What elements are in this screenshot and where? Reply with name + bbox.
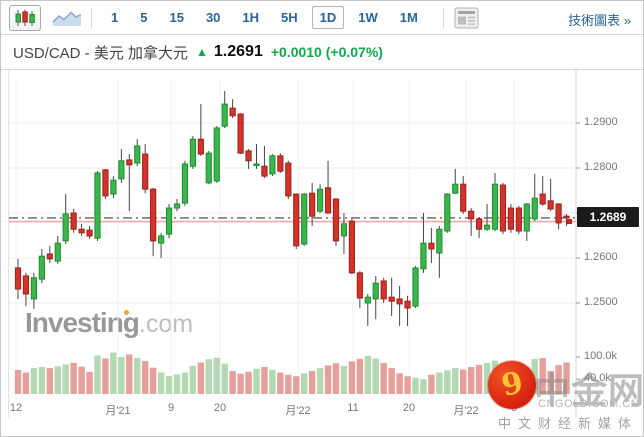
cngold-tagline: 中文财经新媒体 <box>498 416 639 431</box>
x-axis-label: 月'22 <box>453 405 479 417</box>
investing-suffix-text: .com <box>138 310 194 338</box>
pair-title: USD/CAD - 美元 加拿大元 <box>13 44 189 62</box>
change-value: +0.0010 <box>270 44 322 60</box>
timeframe-button-5h[interactable]: 5H <box>273 6 306 29</box>
volume-axis-label: 100.0k <box>584 350 618 362</box>
last-price-tag: 1.2689 <box>577 207 639 227</box>
toolbar-divider <box>91 7 92 28</box>
cngold-url: CNGOLD.COM.CN <box>538 398 640 410</box>
price-change: +0.0010 (+0.07%) <box>271 44 383 60</box>
x-axis-label: 20 <box>213 402 227 414</box>
news-layout-icon <box>454 7 479 28</box>
x-axis-label: 11 <box>347 402 359 414</box>
y-axis-label: 1.2500 <box>584 296 618 308</box>
cngold-logo-glyph: 9 <box>498 365 526 404</box>
x-axis-label: 月'22 <box>285 405 311 417</box>
toolbar-divider <box>442 7 444 28</box>
timeframe-group: 1 5 15 30 1H 5H 1D 1W 1M <box>100 6 429 29</box>
x-axis-label: 9 <box>167 402 175 414</box>
area-chart-icon <box>52 10 82 26</box>
y-axis-label: 1.2600 <box>584 251 618 263</box>
timeframe-button-1m[interactable]: 1M <box>392 6 426 29</box>
y-axis-label: 1.2900 <box>584 116 618 128</box>
change-percent: (+0.07%) <box>325 44 383 60</box>
timeframe-button-1[interactable]: 1 <box>103 6 126 29</box>
toolbar: 1 5 15 30 1H 5H 1D 1W 1M 技術圖表 » <box>1 1 643 35</box>
timeframe-button-5[interactable]: 5 <box>132 6 155 29</box>
investing-brand-text: Investing <box>25 307 140 338</box>
timeframe-button-1d[interactable]: 1D <box>311 6 345 29</box>
investing-watermark: Investing.com <box>25 307 193 339</box>
timeframe-button-15[interactable]: 15 <box>161 6 191 29</box>
price-chart-canvas[interactable] <box>1 70 644 436</box>
x-axis-label: 月'21 <box>105 405 131 417</box>
timeframe-button-1w[interactable]: 1W <box>350 6 386 29</box>
chart-region: Investing.com 1.29001.28001.27001.26001.… <box>1 70 644 436</box>
candlestick-chart-type-button[interactable] <box>9 4 41 31</box>
investing-orange-dot <box>124 310 129 315</box>
timeframe-button-30[interactable]: 30 <box>198 6 228 29</box>
cngold-logo: 9 <box>488 361 536 409</box>
volume-axis-label: 40.0k <box>584 372 611 385</box>
candlestick-icon <box>15 9 35 26</box>
title-bar: USD/CAD - 美元 加拿大元 ▲ 1.2691 +0.0010 (+0.0… <box>1 35 643 70</box>
technical-chart-link[interactable]: 技術圖表 » <box>568 13 631 28</box>
x-axis-label: 12 <box>9 402 23 414</box>
cngold-site-watermark: 中金网 <box>534 370 644 411</box>
news-layout-button[interactable] <box>454 7 479 29</box>
x-axis-label: 20 <box>402 402 416 414</box>
up-arrow-icon: ▲ <box>196 45 208 59</box>
y-axis-label: 1.2800 <box>584 161 618 173</box>
timeframe-button-1h[interactable]: 1H <box>234 6 267 29</box>
area-chart-type-button[interactable] <box>51 5 83 31</box>
last-price: 1.2691 <box>213 43 263 60</box>
